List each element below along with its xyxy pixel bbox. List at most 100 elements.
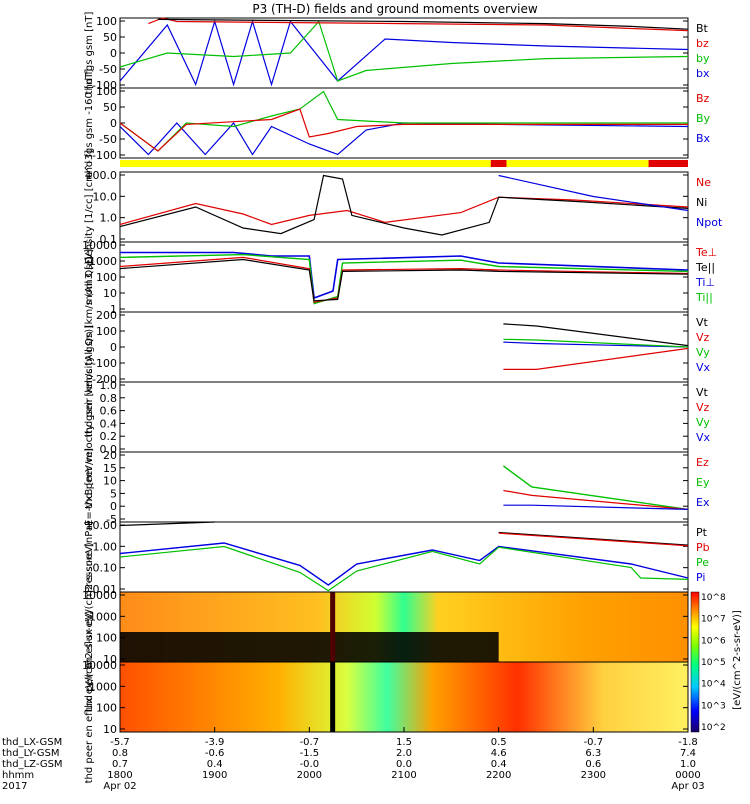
colorbar-tick: 10^5 <box>701 658 726 668</box>
legend-entry: Bt <box>696 22 709 35</box>
x-row-label: hhmm <box>2 770 34 781</box>
x-tick-label: -5.7 <box>110 737 130 748</box>
y-axis-label: Density [1/cc] [cm^-3] <box>84 150 95 264</box>
y-tick-label: 0 <box>110 341 117 354</box>
legend-entry: Pe <box>696 556 709 569</box>
legend-entry: by <box>696 52 710 65</box>
legend-entry: Vy <box>696 346 710 359</box>
series-trace <box>119 545 689 592</box>
y-tick-label: 0.8 <box>100 392 118 405</box>
y-tick-label: 10000 <box>82 589 117 602</box>
y-tick-label: 1.0 <box>100 379 118 392</box>
y-tick-label: 0.0 <box>100 443 118 456</box>
y-tick-label: 0.2 <box>100 430 118 443</box>
x-tick-label: 2100 <box>391 770 416 781</box>
x-tick-label: 2000 <box>297 770 322 781</box>
y-tick-label: 50 <box>103 101 117 114</box>
y-tick-label: 20 <box>103 449 117 462</box>
y-tick-label: 0.6 <box>100 405 118 418</box>
y-tick-label: 15 <box>103 462 117 475</box>
y-tick-label: 0 <box>110 500 117 513</box>
y-tick-label: 100 <box>96 325 117 338</box>
series-trace <box>148 17 689 32</box>
x-tick-label: 0.0 <box>396 759 412 770</box>
y-tick-label: -100 <box>92 149 117 162</box>
spectrogram-lowenergy-gap <box>120 632 499 662</box>
y-tick-label: -100 <box>92 357 117 370</box>
y-axis-label: mom3 [eV] <box>84 249 95 305</box>
legend-entry: Ti⊥ <box>695 276 715 289</box>
x-tick-label: 0.6 <box>585 759 601 770</box>
y-tick-label: -50 <box>99 133 117 146</box>
colorbar-tick: 10^4 <box>701 680 726 690</box>
y-tick-label: 0.01 <box>93 583 118 596</box>
x-tick-label: 0.4 <box>491 759 507 770</box>
legend-entry: Ez <box>696 456 709 469</box>
x-tick-label: -0.0 <box>300 759 320 770</box>
y-tick-label: 100 <box>96 632 117 645</box>
series-trace <box>503 504 689 510</box>
y-tick-label: 100.0 <box>86 169 118 182</box>
x-tick-label: 0.7 <box>112 759 128 770</box>
legend-entry: Ey <box>696 476 710 489</box>
y-tick-label: 10000 <box>82 239 117 252</box>
x-row-label: thd_LZ-GSM <box>2 759 63 770</box>
legend-entry: Ex <box>696 496 710 509</box>
x-tick-label: 7.4 <box>680 748 696 759</box>
panel-frame <box>119 311 689 383</box>
series-trace <box>119 20 689 82</box>
y-tick-label: 0.10 <box>93 562 118 575</box>
y-axis-label: thd peer velocity gsm [km/s (All Qs)] <box>84 325 95 509</box>
colorbar-tick: 10^7 <box>701 615 726 625</box>
x-row-label: 2017 <box>2 781 27 792</box>
y-tick-label: 50 <box>103 31 117 44</box>
x-tick-label: 0.5 <box>491 737 507 748</box>
spectrogram-gap <box>330 592 336 662</box>
legend-entry: Ne <box>696 176 711 189</box>
series-trace <box>503 347 689 370</box>
y-tick-label: 0 <box>110 47 117 60</box>
x-tick-label: 1.0 <box>680 759 696 770</box>
panel-9: 10000 1000 100 10 thd peir en eflux eV/(cm2-… <box>82 542 689 712</box>
series-trace <box>119 19 689 87</box>
y-tick-label: 10 <box>103 723 117 736</box>
x-tick-label: -0.7 <box>300 737 320 748</box>
x-tick-label: 6.3 <box>585 748 601 759</box>
colorbar-label: [eV/(cm^2-s-sr-eV)] <box>732 610 743 710</box>
series-trace <box>119 108 688 152</box>
series-trace <box>498 532 689 547</box>
panel-frame <box>119 381 689 453</box>
y-axis-label: thd peir velocity gsm [km/s (All Qs)] <box>84 257 95 438</box>
x-tick-label: 0000 <box>675 770 700 781</box>
x-tick-label: Apr 02 <box>103 781 136 792</box>
x-tick-label: 1.5 <box>396 737 412 748</box>
x-tick-label: -3.9 <box>205 737 225 748</box>
y-tick-label: 1 <box>110 303 117 316</box>
y-tick-label: 10000 <box>82 659 117 672</box>
y-tick-label: 10.0 <box>93 190 118 203</box>
mode-bar-segment <box>120 160 491 167</box>
series-trace <box>503 323 689 347</box>
y-tick-label: 200 <box>96 309 117 322</box>
y-axis-label: Pressure [nPa] <box>84 521 95 593</box>
series-trace <box>157 18 689 30</box>
y-axis-label: thd fgs gsm -160 [nT] <box>84 69 95 178</box>
legend-entry: Pt <box>696 526 708 539</box>
series-trace <box>119 90 688 152</box>
series-trace <box>119 542 689 586</box>
x-tick-label: 1900 <box>202 770 227 781</box>
legend-entry: Bx <box>696 132 711 145</box>
y-tick-label: 100 <box>96 15 117 28</box>
colorbar-tick: 10^8 <box>701 593 726 603</box>
mode-bar-segment <box>648 160 688 167</box>
legend-entry: Vz <box>696 331 710 344</box>
y-tick-label: 5 <box>110 487 117 500</box>
legend-entry: Vt <box>696 316 709 329</box>
series-trace <box>498 174 689 212</box>
y-tick-label: 10 <box>103 287 117 300</box>
y-tick-label: 1000 <box>89 610 117 623</box>
x-tick-label: -1.8 <box>678 737 698 748</box>
y-tick-label: 100 <box>96 85 117 98</box>
